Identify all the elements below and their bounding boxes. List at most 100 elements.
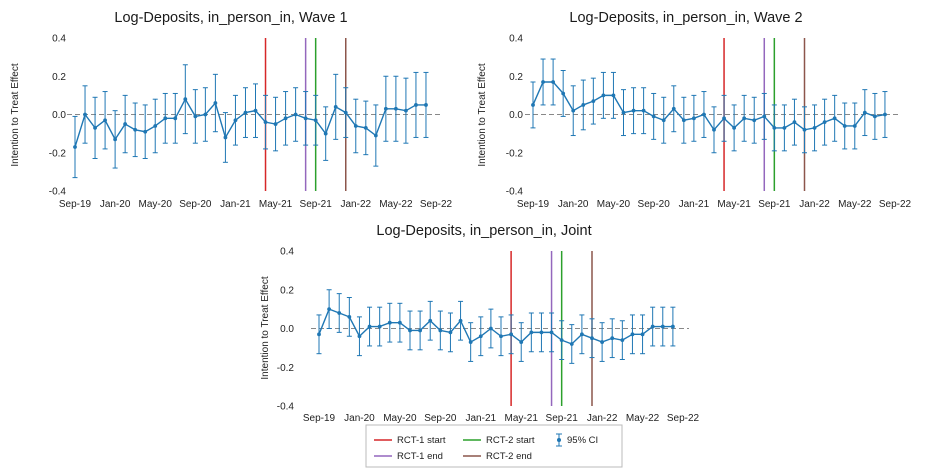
plot-area	[67, 38, 442, 191]
data-point	[561, 91, 566, 96]
data-point	[591, 99, 596, 104]
data-point	[722, 116, 726, 121]
y-tick-label: -0.2	[506, 148, 524, 159]
panel-title: Log-Deposits, in_person_in, Wave 2	[569, 10, 802, 26]
y-tick-label: -0.2	[49, 148, 67, 159]
legend-item: RCT-2 start	[463, 435, 535, 446]
data-point	[133, 127, 138, 132]
data-point	[387, 320, 392, 325]
data-point	[509, 332, 514, 337]
data-point	[702, 112, 706, 117]
x-tick-label: May-22	[626, 413, 660, 424]
data-point	[670, 324, 675, 329]
y-tick-label: -0.4	[49, 187, 67, 198]
data-point	[143, 129, 148, 134]
data-point	[640, 332, 645, 337]
data-point	[551, 80, 556, 84]
x-tick-label: Sep-19	[517, 199, 550, 210]
series-line	[318, 308, 673, 345]
legend-label: RCT-1 start	[397, 435, 446, 446]
y-axis-label: Intention to Treat Effect	[477, 63, 488, 166]
x-tick-label: Jan-22	[799, 199, 830, 210]
data-point	[499, 334, 503, 339]
data-point	[367, 324, 372, 329]
data-point	[303, 116, 308, 121]
x-tick-label: Sep-19	[303, 413, 336, 424]
data-point	[468, 340, 473, 344]
data-point	[621, 110, 626, 115]
y-tick-label: 0.4	[52, 34, 66, 45]
data-point	[83, 112, 87, 117]
data-point	[559, 338, 564, 343]
panel-joint: Log-Deposits, in_person_in, Joint Intent…	[260, 223, 700, 424]
legend-item: RCT-2 end	[463, 451, 532, 462]
data-point	[414, 103, 418, 107]
panel-title: Log-Deposits, in_person_in, Joint	[376, 223, 591, 239]
data-point	[317, 332, 321, 337]
data-point	[337, 311, 342, 315]
y-axis-label: Intention to Treat Effect	[10, 63, 21, 166]
x-tick-label: Jan-21	[465, 413, 496, 424]
data-point	[103, 118, 107, 123]
y-tick-label: 0.2	[52, 72, 66, 83]
data-point	[782, 125, 787, 130]
data-point	[273, 122, 278, 126]
y-tick-label: 0.0	[509, 110, 523, 121]
data-point	[641, 108, 646, 113]
data-point	[519, 340, 524, 344]
data-point	[73, 145, 77, 149]
data-point	[363, 125, 368, 130]
legend-item: RCT-1 end	[374, 451, 443, 462]
data-point	[610, 336, 615, 341]
data-point	[651, 114, 656, 119]
data-point	[631, 108, 636, 113]
x-tick-label: Sep-21	[758, 199, 791, 210]
data-point	[541, 80, 545, 84]
legend-frame	[365, 424, 623, 468]
data-point	[327, 307, 332, 312]
data-point	[404, 108, 408, 113]
x-tick-label: Sep-21	[300, 199, 333, 210]
x-tick-label: Jan-22	[340, 199, 371, 210]
panel-wave-1: Log-Deposits, in_person_in, Wave 1 Inten…	[10, 10, 453, 210]
data-point	[213, 101, 218, 105]
data-point	[347, 314, 352, 319]
legend-label: 95% CI	[567, 435, 598, 446]
x-tick-label: Sep-20	[638, 199, 671, 210]
data-point	[661, 118, 666, 123]
data-point	[183, 97, 188, 102]
data-point	[383, 106, 388, 111]
panel-wave-2: Log-Deposits, in_person_in, Wave 2 Inten…	[477, 10, 912, 210]
x-tick-label: Sep-21	[546, 413, 579, 424]
legend-label: RCT-1 end	[397, 451, 443, 462]
data-point	[691, 116, 696, 121]
x-tick-label: Sep-22	[420, 199, 453, 210]
data-point	[581, 103, 586, 107]
data-point	[333, 104, 338, 109]
x-tick-label: Jan-21	[220, 199, 251, 210]
data-point	[93, 125, 97, 130]
x-tick-label: Jan-22	[587, 413, 618, 424]
data-point	[313, 118, 318, 123]
data-point	[601, 93, 606, 98]
data-point	[203, 112, 208, 117]
data-point	[742, 116, 747, 121]
data-point	[438, 328, 443, 333]
data-point	[373, 133, 378, 138]
x-tick-label: Jan-20	[558, 199, 589, 210]
data-point	[173, 116, 178, 121]
y-tick-label: -0.4	[277, 402, 295, 413]
data-point	[832, 116, 837, 121]
data-point	[478, 334, 483, 339]
data-point	[792, 120, 797, 125]
x-tick-label: Jan-20	[344, 413, 375, 424]
x-tick-label: Sep-22	[879, 199, 912, 210]
data-point	[418, 328, 423, 333]
x-tick-label: Sep-20	[179, 199, 212, 210]
data-point	[630, 332, 635, 337]
data-point	[671, 106, 676, 111]
y-axis-label: Intention to Treat Effect	[260, 276, 271, 379]
